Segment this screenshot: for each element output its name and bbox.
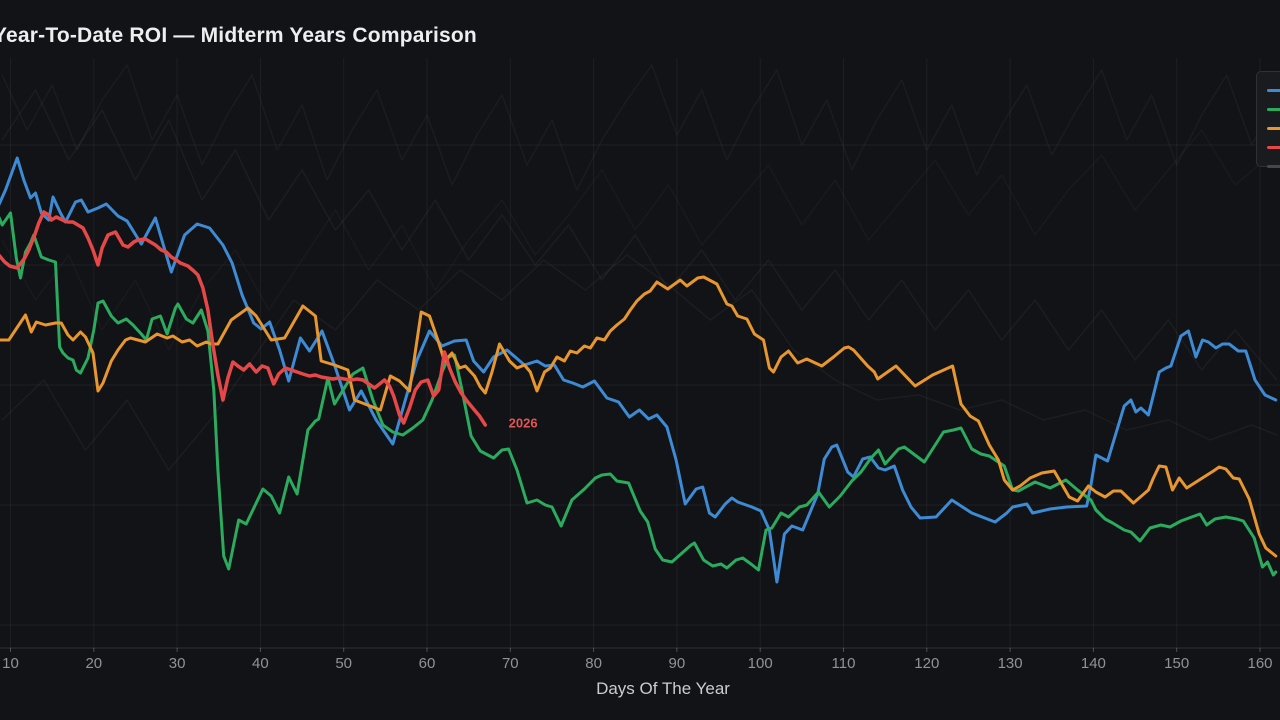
legend-item-blue[interactable] <box>1267 81 1280 100</box>
series-line-orange-year[interactable] <box>0 275 1278 558</box>
legend-item-green[interactable] <box>1267 100 1280 119</box>
series-line-green-year[interactable] <box>0 211 1278 577</box>
legend-item-other-years[interactable] <box>1267 157 1280 176</box>
x-tick-label: 50 <box>335 655 352 672</box>
legend-swatch-orange <box>1267 127 1280 130</box>
x-tick-label: 30 <box>169 655 186 672</box>
x-tick-label: 10 <box>2 655 19 672</box>
x-tick-label: 140 <box>1081 655 1106 672</box>
annotation-2026: 2026 <box>508 415 538 431</box>
series-line-blue-year[interactable] <box>0 156 1278 584</box>
legend-item-red[interactable] <box>1267 138 1280 157</box>
x-tick-label: 90 <box>669 655 686 672</box>
legend-swatch-red <box>1267 146 1280 149</box>
x-tick-label: 110 <box>832 655 856 672</box>
x-tick-label: 160 <box>1247 655 1272 672</box>
x-tick-label: 20 <box>85 655 102 672</box>
legend-box <box>1256 71 1280 168</box>
x-tick-label: 100 <box>748 655 773 672</box>
ghost-series-line <box>1 64 1278 191</box>
series-line-red-2026[interactable] <box>0 210 488 427</box>
legend-item-orange[interactable] <box>1267 119 1280 138</box>
chart-title: Year-To-Date ROI — Midterm Years Compari… <box>0 24 477 47</box>
legend-swatch-other-years <box>1267 165 1280 168</box>
x-tick-label: 40 <box>252 655 269 672</box>
x-tick-label: 70 <box>502 655 519 672</box>
legend-swatch-green <box>1267 108 1280 111</box>
ghost-series-line <box>1 254 1278 471</box>
x-tick-label: 120 <box>914 655 939 672</box>
x-axis-label: Days Of The Year <box>596 679 730 698</box>
x-tick-label: 60 <box>419 655 436 672</box>
ghost-series-line <box>1 89 1278 381</box>
x-tick-label: 130 <box>998 655 1023 672</box>
ghost-series-line <box>1 129 1278 351</box>
x-tick-label: 150 <box>1164 655 1189 672</box>
x-tick-label: 80 <box>585 655 602 672</box>
legend-swatch-blue <box>1267 89 1280 92</box>
